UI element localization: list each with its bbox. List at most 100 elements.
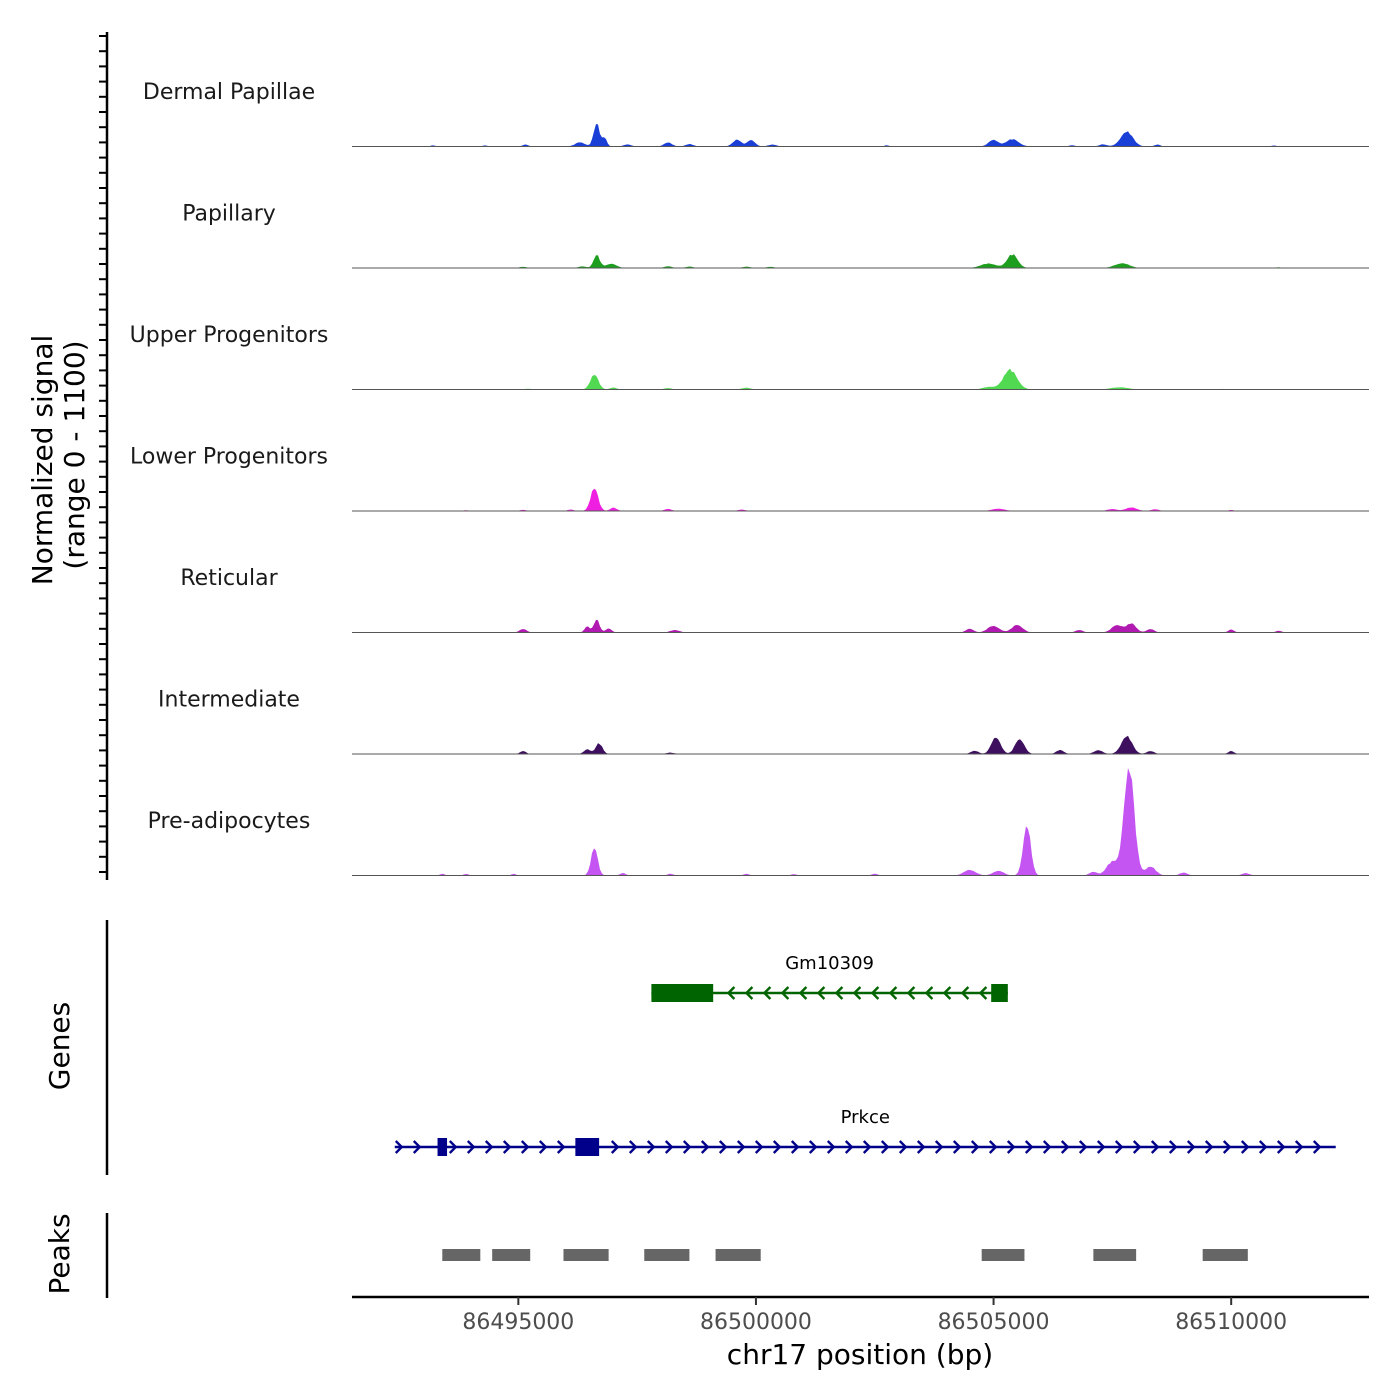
track-dermal-papillae: Dermal Papillae [143,80,1369,147]
signal-area [352,254,1369,268]
track-label: Lower Progenitors [130,445,328,470]
strand-arrow-icon [970,1140,980,1154]
track-label: Upper Progenitors [130,323,329,348]
strand-arrow-icon [1150,1140,1160,1154]
strand-arrow-icon [448,1140,458,1154]
track-label: Papillary [182,202,276,227]
strand-arrow-icon [646,1140,656,1154]
signal-axis-title-line1: Normalized signal [26,335,59,586]
track-label: Intermediate [158,688,300,713]
strand-arrow-icon [1240,1140,1250,1154]
strand-arrow-icon [520,1140,530,1154]
peak-region [563,1249,609,1261]
signal-area [352,488,1369,511]
strand-arrow-icon [1258,1140,1268,1154]
strand-arrow-icon [1312,1140,1322,1154]
strand-arrow-icon [798,986,808,1000]
track-label: Pre-adipocytes [148,809,311,834]
strand-arrow-icon [780,986,790,1000]
signal-y-axis-ticks [99,35,107,873]
gene-gm10309: Gm10309 [651,953,1008,1002]
strand-arrow-icon [952,1140,962,1154]
gene-exon [651,984,714,1002]
signal-axis-title-line2: (range 0 - 1100) [58,340,91,569]
peak-region [981,1249,1025,1261]
strand-arrow-icon [880,1140,890,1154]
strand-arrow-icon [1060,1140,1070,1154]
x-tick-label: 86510000 [1175,1310,1287,1335]
strand-arrow-icon [1132,1140,1142,1154]
peaks-axis-title: Peaks [43,1213,76,1294]
strand-arrow-icon [1168,1140,1178,1154]
strand-arrow-icon [978,986,988,1000]
strand-arrow-icon [826,1140,836,1154]
strand-arrow-icon [808,1140,818,1154]
track-label: Reticular [180,566,278,591]
strand-arrow-icon [906,986,916,1000]
track-intermediate: Intermediate [158,688,1369,755]
strand-arrow-icon [772,1140,782,1154]
strand-arrow-icon [394,1140,404,1154]
peak-region [715,1249,761,1261]
strand-arrow-icon [1204,1140,1214,1154]
strand-arrow-icon [1042,1140,1052,1154]
peak-region [442,1249,481,1261]
peak-region [644,1249,690,1261]
strand-arrow-icon [744,986,754,1000]
track-papillary: Papillary [182,202,1369,269]
track-lower-progenitors: Lower Progenitors [130,445,1369,512]
peak-region [1093,1249,1137,1261]
strand-arrow-icon [942,986,952,1000]
strand-arrow-icon [610,1140,620,1154]
track-label: Dermal Papillae [143,80,315,105]
strand-arrow-icon [916,1140,926,1154]
strand-arrow-icon [466,1140,476,1154]
gene-name-label: Gm10309 [785,953,874,974]
x-tick-label: 86505000 [938,1310,1050,1335]
gene-prkce: Prkce [394,1107,1336,1156]
strand-arrow-icon [664,1140,674,1154]
strand-arrow-icon [888,986,898,1000]
peak-region [1202,1249,1248,1261]
strand-arrow-icon [754,1140,764,1154]
gene-name-label: Prkce [841,1107,890,1128]
strand-arrow-icon [870,986,880,1000]
x-tick-label: 86500000 [700,1310,812,1335]
gene-exon [991,984,1008,1002]
signal-tracks: Dermal Papillae Papillary Upper Progenitor… [130,80,1369,876]
strand-arrow-icon [1096,1140,1106,1154]
x-axis-ticks: 86495000 86500000 86505000 86510000 [462,1297,1287,1335]
strand-arrow-icon [736,1140,746,1154]
strand-arrow-icon [924,986,934,1000]
strand-arrow-icon [988,1140,998,1154]
gene-exon [437,1138,448,1156]
strand-arrow-icon [1024,1140,1034,1154]
signal-area [352,368,1369,390]
track-pre-adipocytes: Pre-adipocytes [148,768,1369,876]
strand-arrow-icon [852,986,862,1000]
strand-arrow-icon [556,1140,566,1154]
strand-arrow-icon [844,1140,854,1154]
track-upper-progenitors: Upper Progenitors [130,323,1369,390]
strand-arrow-icon [1294,1140,1304,1154]
signal-area [352,735,1369,754]
strand-arrow-icon [762,986,772,1000]
strand-arrow-icon [1222,1140,1232,1154]
strand-arrow-icon [718,1140,728,1154]
strand-arrow-icon [412,1140,422,1154]
peak-regions [442,1249,1248,1261]
strand-arrow-icon [934,1140,944,1154]
strand-arrow-icon [834,986,844,1000]
strand-arrow-icon [1276,1140,1286,1154]
strand-arrow-icon [816,986,826,1000]
strand-arrow-icon [726,986,736,1000]
strand-arrow-icon [1186,1140,1196,1154]
x-tick-label: 86495000 [462,1310,574,1335]
gene-annotations: Gm10309 Prkce [394,953,1336,1156]
strand-arrow-icon [1114,1140,1124,1154]
gene-exon [575,1138,600,1156]
peak-region [492,1249,531,1261]
strand-arrow-icon [862,1140,872,1154]
strand-arrow-icon [1006,1140,1016,1154]
